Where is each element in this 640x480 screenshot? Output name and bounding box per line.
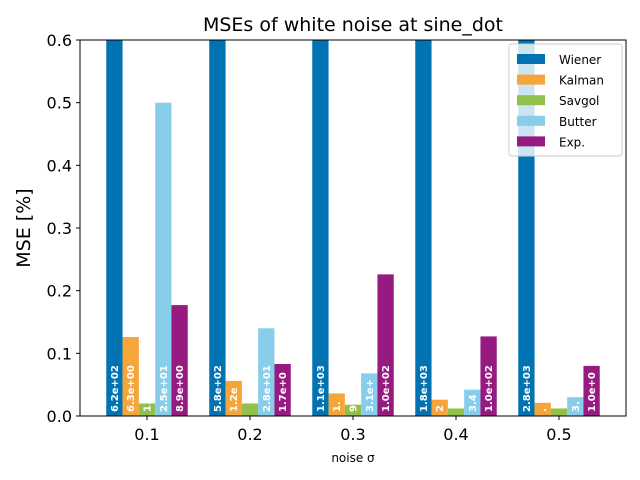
- x-tick-label: 0.1: [134, 425, 159, 444]
- x-axis-label: noise σ: [331, 451, 375, 465]
- bar-value-label: 3.: [571, 401, 582, 412]
- y-tick-label: 0.5: [47, 94, 72, 113]
- bar-value-label: 1.: [332, 401, 343, 412]
- bar-savgol-0.3: [344, 404, 362, 416]
- bars-layer: [106, 40, 600, 416]
- legend-label: Butter: [559, 115, 597, 129]
- bar-value-label: 1.1e+03: [316, 365, 327, 412]
- bar-exp-0.2: [274, 363, 291, 416]
- y-tick-label: 0.3: [47, 219, 72, 238]
- bar-value-label: 1.0e+02: [484, 365, 495, 412]
- bar-value-label: 1.2e: [229, 387, 240, 412]
- bar-value-label: 1.: [143, 401, 154, 412]
- bar-exp-0.4: [480, 336, 497, 416]
- y-tick-label: 0.2: [47, 282, 72, 301]
- bar-butter-0.3: [361, 373, 378, 416]
- bar-savgol-0.4: [447, 408, 465, 416]
- bar-savgol-0.5: [550, 408, 568, 416]
- bar-kalman-0.4: [431, 399, 448, 416]
- bar-exp-0.5: [583, 365, 600, 416]
- legend-label: Savgol: [559, 94, 599, 108]
- chart-title: MSEs of white noise at sine_dot: [203, 14, 503, 36]
- bar-value-label: 9: [349, 405, 360, 412]
- bar-value-label: 5.8e+02: [213, 365, 224, 412]
- legend-swatch: [517, 115, 545, 126]
- legend-label: Exp.: [559, 135, 585, 149]
- bar-labels-layer: 6.2e+02 5.8e+02 1.1e+03 1.8e+03 2.8e+03 6.3e+…: [110, 365, 598, 412]
- y-tick-label: 0.6: [47, 31, 72, 50]
- bar-value-label: 3.4: [468, 394, 479, 412]
- bar-kalman-0.5: [534, 402, 551, 416]
- y-tick-label: 0.4: [47, 156, 72, 175]
- bar-kalman-0.2: [225, 380, 242, 416]
- bar-exp-0.3: [377, 274, 394, 416]
- legend-swatch: [517, 95, 545, 106]
- bar-value-label: 2.5e+01: [159, 365, 170, 412]
- bar-value-label: 1.7e+0: [278, 372, 289, 412]
- bar-butter-0.2: [258, 328, 275, 416]
- legend-box: [508, 43, 623, 157]
- bar-wiener-0.1: [106, 40, 123, 416]
- bar-value-label: 2.8e+03: [522, 365, 533, 412]
- bar-value-label: 1.0e+02: [381, 365, 392, 412]
- bar-value-label: 1.8e+03: [419, 365, 430, 412]
- bar-value-label: .: [538, 408, 549, 412]
- bar-wiener-0.4: [415, 40, 432, 416]
- bar-wiener-0.3: [312, 40, 329, 416]
- bar-savgol-0.2: [241, 403, 259, 416]
- bar-butter-0.5: [567, 397, 584, 416]
- legend-label: Kalman: [559, 74, 604, 88]
- x-tick-label: 0.3: [340, 425, 365, 444]
- axes-layer: 0.0 0.1 0.2 0.3 0.4 0.5 0.6 0.1 0.2 0.3 0.4 0.5: [47, 31, 627, 444]
- legend-label: Wiener: [559, 53, 601, 67]
- bar-value-label: 6.2e+02: [110, 365, 121, 412]
- legend-swatch: [517, 54, 545, 64]
- bar-value-label: 8.9e+00: [175, 365, 186, 412]
- y-axis-label: MSE [%]: [13, 188, 35, 267]
- bar-butter-0.1: [155, 102, 172, 416]
- y-tick-label: 0.1: [47, 344, 72, 363]
- bar-value-label: 1.0e+0: [587, 372, 598, 412]
- bar-butter-0.4: [464, 389, 481, 416]
- x-tick-label: 0.2: [237, 425, 262, 444]
- bar-savgol-0.1: [138, 403, 156, 416]
- legend-swatch: [517, 136, 545, 147]
- legend: Wiener Kalman Savgol Butter Exp.: [508, 43, 623, 157]
- bar-kalman-0.3: [328, 393, 345, 416]
- bar-kalman-0.1: [122, 337, 139, 416]
- bar-value-label: 2: [435, 405, 446, 412]
- bar-value-label: 3.1e+: [365, 379, 376, 412]
- y-tick-label: 0.0: [47, 407, 72, 426]
- bar-exp-0.1: [171, 305, 188, 416]
- x-tick-label: 0.5: [546, 425, 571, 444]
- bar-value-label: 2.8e+01: [262, 365, 273, 412]
- bar-value-label: 6.3e+00: [126, 365, 137, 412]
- bar-wiener-0.2: [209, 40, 226, 416]
- legend-swatch: [517, 74, 545, 85]
- x-tick-label: 0.4: [443, 425, 468, 444]
